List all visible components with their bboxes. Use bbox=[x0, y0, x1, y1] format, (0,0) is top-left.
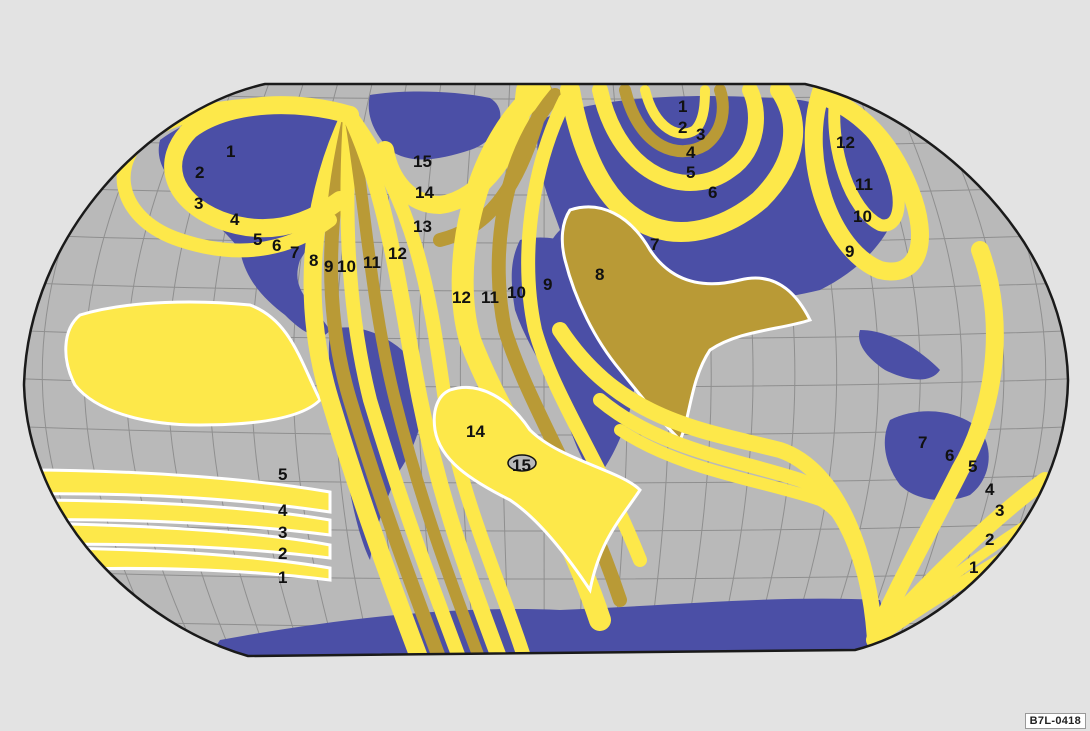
eastern-converging-bands bbox=[552, 241, 1056, 649]
eurasia-loops bbox=[560, 84, 804, 242]
zone-label: 6 bbox=[708, 183, 717, 202]
zone-label: 10 bbox=[337, 257, 356, 276]
zone-label: 2 bbox=[278, 544, 287, 563]
zone-label: 1 bbox=[969, 558, 978, 577]
south-atlantic-core bbox=[507, 454, 537, 472]
zone-label: 3 bbox=[278, 523, 287, 542]
northeast-asia-loops bbox=[804, 84, 929, 281]
zone-label: 2 bbox=[985, 530, 994, 549]
zone-label: 5 bbox=[278, 465, 287, 484]
southeast-asia-land bbox=[859, 330, 940, 380]
zone-label: 11 bbox=[363, 253, 381, 272]
zone-label: 15 bbox=[413, 152, 432, 171]
zone-label: 7 bbox=[290, 243, 299, 262]
zone-label: 8 bbox=[309, 251, 318, 270]
zone-label: 6 bbox=[272, 236, 281, 255]
zone-label: 1 bbox=[678, 97, 687, 116]
india-zone bbox=[560, 205, 813, 443]
pacific-zone bbox=[64, 300, 322, 427]
globe-border bbox=[22, 82, 1070, 658]
zone-label: 3 bbox=[995, 501, 1004, 520]
northwest-loops bbox=[116, 96, 359, 258]
zone-label: 6 bbox=[945, 446, 954, 465]
zone-label: 4 bbox=[985, 480, 995, 499]
zone-label: 10 bbox=[853, 207, 872, 226]
zone-label: 5 bbox=[968, 457, 977, 476]
zone-label: 9 bbox=[543, 275, 552, 294]
zone-label: 11 bbox=[481, 288, 499, 307]
longitude-line bbox=[888, 84, 963, 656]
zone-label: 5 bbox=[253, 230, 262, 249]
zone-label: 9 bbox=[845, 242, 854, 261]
zone-label: 15 bbox=[512, 456, 531, 475]
zone-labels: 1 2 3 4 5 6 7 8 9 10 11 12 13 14 15 1 2 … bbox=[194, 97, 1004, 587]
longitude-line bbox=[501, 84, 511, 656]
south-atlantic-zone bbox=[432, 385, 642, 594]
zone-label: 7 bbox=[650, 235, 659, 254]
zone-label: 4 bbox=[686, 143, 696, 162]
zone-label: 12 bbox=[388, 244, 407, 263]
zone-label: 14 bbox=[466, 422, 485, 441]
zone-label: 3 bbox=[194, 194, 203, 213]
zone-label: 12 bbox=[452, 288, 471, 307]
zone-label: 10 bbox=[507, 283, 526, 302]
zone-label: 12 bbox=[836, 133, 855, 152]
zone-label: 8 bbox=[595, 265, 604, 284]
latitude-line bbox=[0, 666, 1090, 675]
zone-label: 4 bbox=[278, 501, 288, 520]
zone-label: 13 bbox=[413, 217, 432, 236]
zone-label: 2 bbox=[678, 118, 687, 137]
zone-label: 1 bbox=[278, 568, 287, 587]
figure-reference-code: B7L-0418 bbox=[1024, 713, 1086, 729]
zone-label: 3 bbox=[696, 125, 705, 144]
zone-label: 9 bbox=[324, 257, 333, 276]
southern-bands bbox=[24, 468, 332, 582]
zone-label: 4 bbox=[230, 210, 240, 229]
zone-label: 11 bbox=[855, 175, 873, 194]
greenland-land bbox=[368, 91, 501, 160]
zone-label: 5 bbox=[686, 163, 695, 182]
zone-label: 2 bbox=[195, 163, 204, 182]
zone-label: 14 bbox=[415, 183, 434, 202]
zone-label: 1 bbox=[226, 142, 235, 161]
zone-label: 7 bbox=[918, 433, 927, 452]
